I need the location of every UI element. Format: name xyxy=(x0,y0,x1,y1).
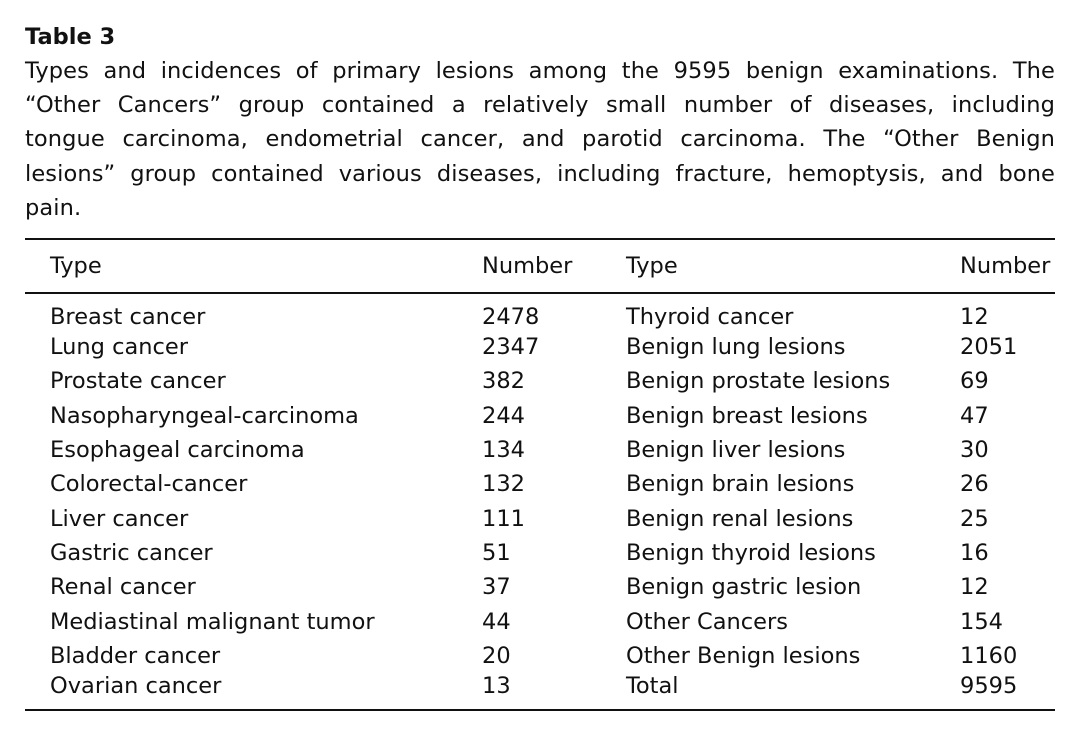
table-title: Table 3 xyxy=(25,24,116,50)
header-number-right: Number xyxy=(960,253,1051,279)
type-right-cell: Benign liver lesions xyxy=(626,437,846,464)
type-left-cell: Prostate cancer xyxy=(50,368,226,395)
table-row: Mediastinal malignant tumor 44 Other Cance… xyxy=(25,604,1055,638)
type-right-cell: Benign thyroid lesions xyxy=(626,539,876,566)
type-left-cell: Ovarian cancer xyxy=(50,672,222,699)
table-row: Ovarian cancer 13 Total 9595 xyxy=(25,673,1055,710)
number-left-cell: 37 xyxy=(482,574,511,601)
header-number-left: Number xyxy=(482,253,573,279)
type-left-cell: Liver cancer xyxy=(50,505,189,532)
number-right-cell: 47 xyxy=(960,402,989,429)
number-left-cell: 132 xyxy=(482,471,525,498)
type-left-cell: Lung cancer xyxy=(50,334,188,361)
number-right-cell: 2051 xyxy=(960,334,1018,361)
number-right-cell: 69 xyxy=(960,368,989,395)
type-right-cell: Other Benign lesions xyxy=(626,642,861,669)
number-left-cell: 382 xyxy=(482,368,525,395)
type-left-cell: Colorectal-cancer xyxy=(50,471,248,498)
type-right-cell: Benign brain lesions xyxy=(626,471,855,498)
table-body: Breast cancer 2478 Thyroid cancer 12 Lung ca… xyxy=(25,293,1055,710)
data-table-wrapper: Type Number Type Number Breast cancer 247… xyxy=(25,238,1055,711)
table-caption: Types and incidences of primary lesions … xyxy=(25,58,1055,221)
number-left-cell: 2347 xyxy=(482,334,540,361)
number-left-cell: 134 xyxy=(482,437,525,464)
header-row: Type Number Type Number xyxy=(25,239,1055,293)
type-left-cell: Esophageal carcinoma xyxy=(50,437,305,464)
type-left-cell: Bladder cancer xyxy=(50,642,221,669)
number-left-cell: 111 xyxy=(482,505,525,532)
number-left-cell: 44 xyxy=(482,608,511,635)
table-row: Gastric cancer 51 Benign thyroid lesions 16 xyxy=(25,536,1055,570)
number-right-cell: 12 xyxy=(960,574,989,601)
type-left-cell: Renal cancer xyxy=(50,574,196,601)
table-row: Lung cancer 2347 Benign lung lesions 2051 xyxy=(25,330,1055,364)
table-header: Type Number Type Number xyxy=(25,239,1055,293)
type-right-cell: Benign prostate lesions xyxy=(626,368,891,395)
number-left-cell: 244 xyxy=(482,402,525,429)
type-right-cell: Benign renal lesions xyxy=(626,505,854,532)
table-row: Esophageal carcinoma 134 Benign liver lesi… xyxy=(25,433,1055,467)
number-right-cell: 26 xyxy=(960,471,989,498)
type-left-cell: Mediastinal malignant tumor xyxy=(50,608,375,635)
table-row: Bladder cancer 20 Other Benign lesions 1160 xyxy=(25,639,1055,673)
table-row: Nasopharyngeal-carcinoma 244 Benign breast… xyxy=(25,399,1055,433)
type-right-cell: Benign lung lesions xyxy=(626,334,846,361)
number-right-cell: 25 xyxy=(960,505,989,532)
table-block: Table 3 Types and incidences of primary … xyxy=(25,22,1055,710)
number-right-cell: 1160 xyxy=(960,642,1018,669)
table-row: Colorectal-cancer 132 Benign brain lesions… xyxy=(25,467,1055,501)
number-right-cell: 9595 xyxy=(960,672,1018,699)
number-right-cell: 12 xyxy=(960,304,989,330)
type-right-cell: Other Cancers xyxy=(626,608,788,635)
number-right-cell: 154 xyxy=(960,608,1003,635)
table-row: Prostate cancer 382 Benign prostate lesion… xyxy=(25,364,1055,398)
number-left-cell: 20 xyxy=(482,642,511,669)
table-row: Liver cancer 111 Benign renal lesions 25 xyxy=(25,501,1055,535)
header-type-left: Type xyxy=(50,253,102,279)
type-right-cell: Total xyxy=(626,672,679,699)
type-left-cell: Gastric cancer xyxy=(50,539,213,566)
number-right-cell: 30 xyxy=(960,437,989,464)
number-left-cell: 51 xyxy=(482,539,511,566)
header-type-right: Type xyxy=(626,253,678,279)
data-table: Type Number Type Number Breast cancer 247… xyxy=(25,238,1055,711)
type-right-cell: Benign breast lesions xyxy=(626,402,868,429)
number-left-cell: 13 xyxy=(482,672,511,699)
type-left-cell: Breast cancer xyxy=(50,304,206,330)
table-row: Breast cancer 2478 Thyroid cancer 12 xyxy=(25,293,1055,330)
type-left-cell: Nasopharyngeal-carcinoma xyxy=(50,402,359,429)
number-right-cell: 16 xyxy=(960,539,989,566)
table-row: Renal cancer 37 Benign gastric lesion 12 xyxy=(25,570,1055,604)
type-right-cell: Benign gastric lesion xyxy=(626,574,862,601)
type-right-cell: Thyroid cancer xyxy=(626,304,794,330)
number-left-cell: 2478 xyxy=(482,304,540,330)
